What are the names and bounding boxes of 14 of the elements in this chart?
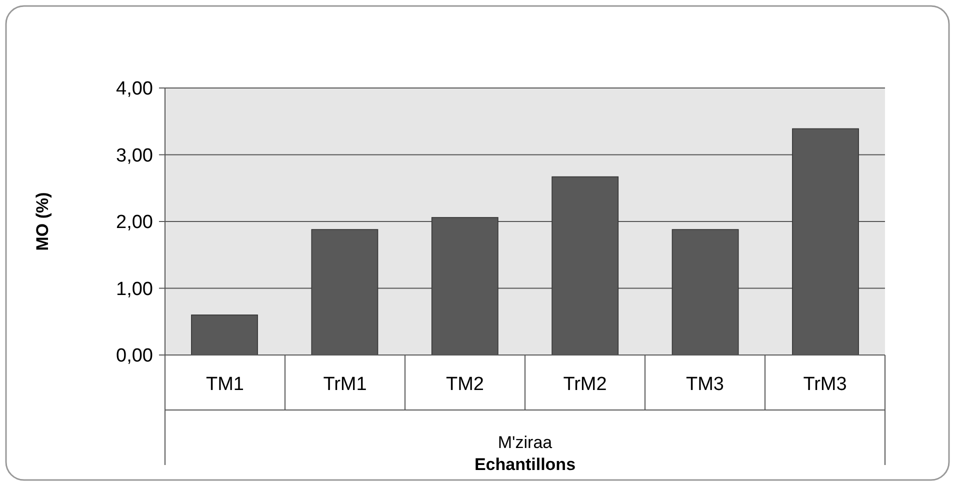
y-tick-label: 4,00 bbox=[116, 78, 153, 100]
x-tick-label: TM2 bbox=[446, 374, 484, 395]
y-tick-label: 0,00 bbox=[116, 346, 153, 367]
y-tick-label: 1,00 bbox=[116, 278, 153, 300]
text: M'ziraa bbox=[498, 433, 553, 452]
x-tick-label: TM3 bbox=[686, 374, 724, 395]
x-tick-label: TrM3 bbox=[803, 374, 847, 395]
x-tick-label: TM1 bbox=[206, 374, 244, 395]
y-tick-label: 3,00 bbox=[116, 145, 153, 166]
y-tick-label: 2,00 bbox=[116, 212, 153, 234]
y-axis-title: MO (%) bbox=[33, 192, 52, 251]
x-tick-label: TrM1 bbox=[323, 374, 367, 395]
x-tick-label: TrM2 bbox=[563, 374, 607, 395]
x-axis-title: Echantillons bbox=[474, 455, 576, 474]
